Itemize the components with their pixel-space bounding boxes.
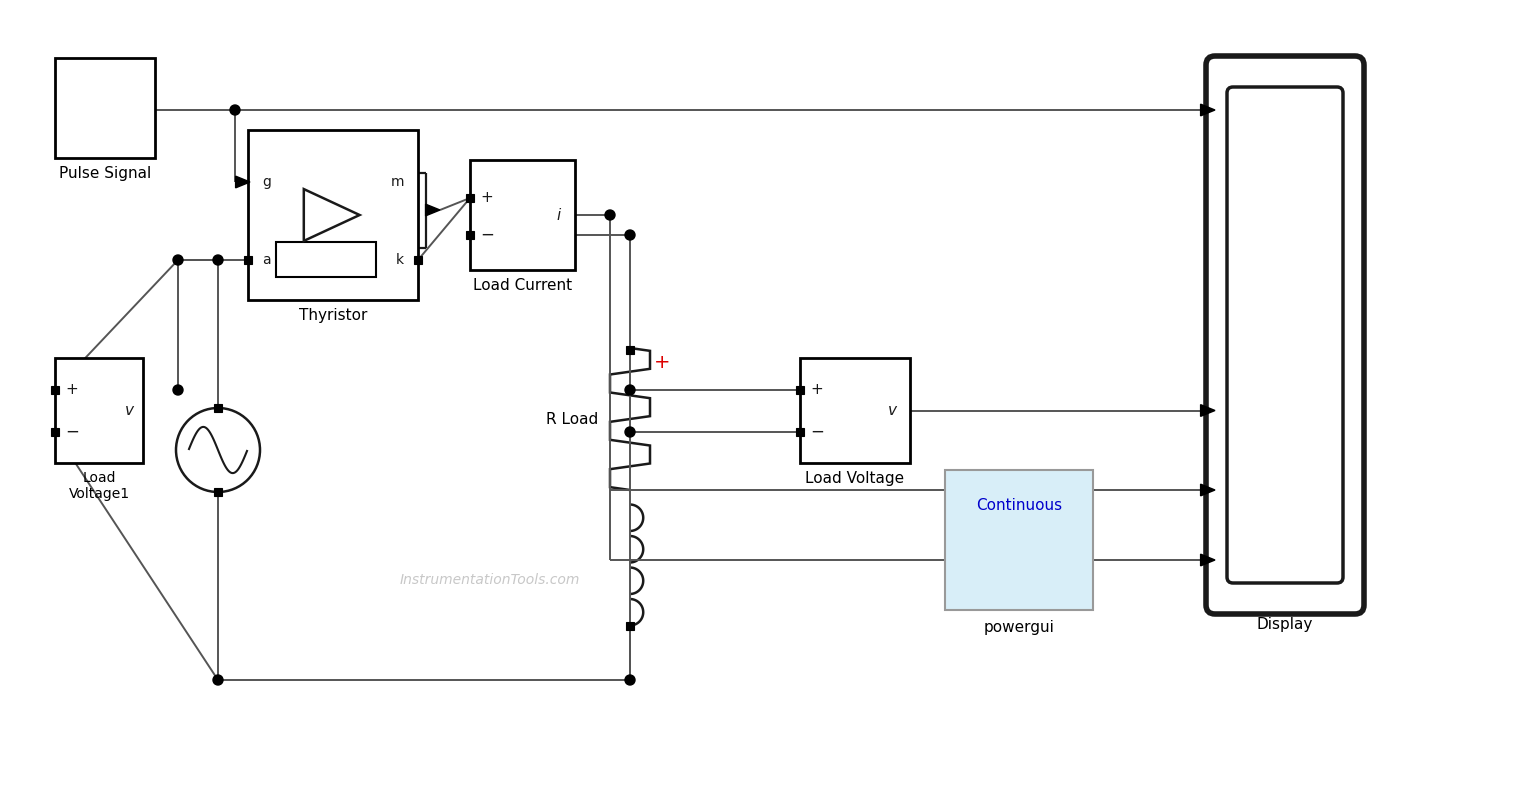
Text: i: i	[558, 207, 561, 222]
Bar	[627, 622, 634, 630]
Bar	[796, 386, 803, 394]
Text: Continuous: Continuous	[975, 498, 1061, 513]
Bar	[470, 160, 574, 270]
Circle shape	[625, 675, 634, 685]
Text: +: +	[809, 383, 823, 398]
Text: v: v	[888, 403, 897, 418]
Text: Load Voltage: Load Voltage	[805, 471, 905, 486]
Text: −: −	[65, 423, 78, 441]
Bar	[51, 386, 58, 394]
Bar	[800, 358, 909, 463]
Text: a: a	[263, 253, 270, 267]
Bar	[415, 256, 422, 264]
Bar	[465, 194, 475, 202]
FancyBboxPatch shape	[1227, 87, 1342, 583]
Text: k: k	[396, 253, 404, 267]
Bar	[51, 428, 58, 436]
Polygon shape	[425, 204, 439, 216]
Bar	[214, 404, 223, 412]
Text: R Load: R Load	[545, 411, 598, 426]
Circle shape	[625, 427, 634, 437]
Circle shape	[230, 105, 240, 115]
Text: −: −	[479, 226, 495, 244]
Circle shape	[605, 210, 614, 220]
Bar	[945, 470, 1094, 610]
Text: −: −	[809, 423, 823, 441]
Text: +: +	[479, 191, 493, 206]
Text: v: v	[124, 403, 134, 418]
Text: Load Current: Load Current	[473, 278, 571, 293]
Polygon shape	[1201, 104, 1215, 115]
Polygon shape	[1201, 484, 1215, 496]
FancyBboxPatch shape	[1206, 56, 1364, 614]
Text: powergui: powergui	[983, 620, 1054, 635]
Circle shape	[625, 385, 634, 395]
Circle shape	[214, 255, 223, 265]
Bar	[465, 231, 475, 239]
Bar	[796, 428, 803, 436]
Text: +: +	[654, 353, 670, 372]
Circle shape	[174, 255, 183, 265]
Text: Thyristor: Thyristor	[300, 308, 367, 323]
Bar	[214, 488, 223, 496]
Circle shape	[174, 385, 183, 395]
Text: +: +	[65, 383, 78, 398]
Bar	[247, 130, 418, 300]
Text: g: g	[263, 175, 270, 189]
Bar	[627, 346, 634, 354]
Text: Load
Voltage1: Load Voltage1	[69, 471, 129, 501]
Text: InstrumentationTools.com: InstrumentationTools.com	[399, 573, 581, 587]
Text: m: m	[390, 175, 404, 189]
Polygon shape	[235, 176, 250, 187]
Bar	[244, 256, 252, 264]
Bar	[55, 358, 143, 463]
Bar	[276, 242, 376, 277]
Polygon shape	[1201, 405, 1215, 416]
Bar	[55, 58, 155, 158]
Circle shape	[625, 230, 634, 240]
Circle shape	[214, 675, 223, 685]
Polygon shape	[1201, 554, 1215, 566]
Text: Display: Display	[1256, 617, 1313, 632]
Text: Pulse Signal: Pulse Signal	[58, 166, 151, 181]
